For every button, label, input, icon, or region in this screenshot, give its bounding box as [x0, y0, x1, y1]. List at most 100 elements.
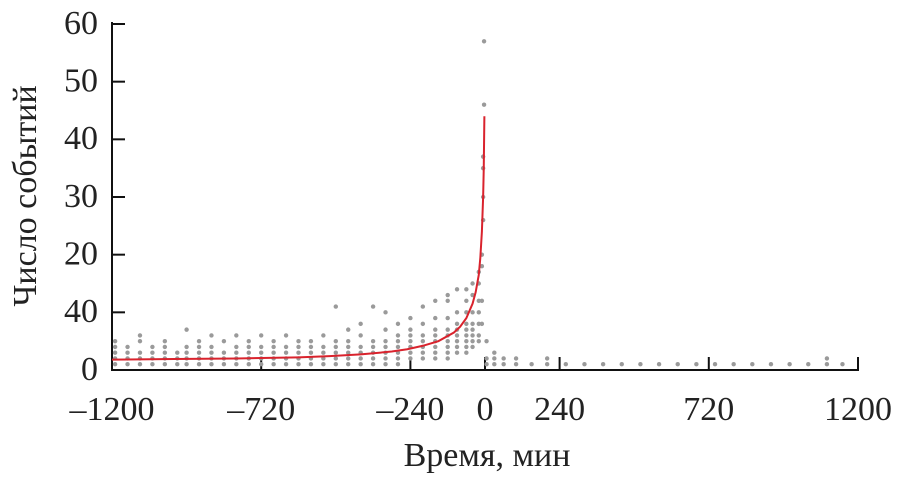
point [408, 327, 413, 332]
point [333, 350, 338, 355]
point [395, 344, 401, 350]
point [454, 321, 460, 327]
point [433, 350, 438, 355]
point [370, 356, 376, 361]
point [308, 344, 314, 350]
point [479, 264, 485, 269]
fit-line [111, 116, 486, 361]
point [259, 362, 264, 367]
point [476, 298, 481, 303]
point [445, 315, 450, 321]
point [408, 350, 413, 355]
point [150, 350, 155, 355]
point [221, 338, 227, 344]
point [420, 304, 426, 309]
point [137, 362, 143, 367]
point [246, 362, 251, 367]
point [492, 350, 497, 355]
point [358, 333, 363, 338]
point [383, 344, 388, 350]
point [544, 362, 550, 367]
point [383, 356, 388, 361]
point [408, 338, 413, 344]
point [383, 362, 388, 367]
point [420, 321, 426, 327]
point [445, 350, 450, 355]
point [196, 338, 202, 344]
point [383, 338, 388, 344]
point [675, 362, 680, 367]
point [296, 350, 301, 355]
point [481, 102, 487, 107]
point [476, 321, 481, 327]
point [271, 338, 276, 344]
point [137, 333, 143, 338]
point [383, 310, 388, 315]
point [333, 356, 338, 361]
point [600, 362, 606, 367]
point [333, 362, 338, 367]
point [464, 321, 469, 327]
point [234, 344, 239, 350]
point [346, 350, 351, 355]
point [470, 327, 475, 332]
point [513, 362, 519, 367]
point [445, 344, 450, 350]
point [484, 338, 489, 344]
point [484, 356, 489, 361]
point [454, 338, 460, 344]
point [470, 281, 475, 286]
point [125, 350, 130, 355]
point [481, 39, 487, 44]
point [321, 344, 326, 350]
point [162, 338, 168, 344]
point [492, 362, 497, 367]
point [731, 362, 736, 367]
point [501, 362, 506, 367]
point [656, 362, 662, 367]
point [445, 292, 450, 298]
point [234, 350, 239, 355]
point [150, 362, 155, 367]
point [470, 321, 475, 327]
point [125, 362, 130, 367]
point [333, 338, 338, 344]
point [544, 356, 550, 361]
point [112, 350, 118, 355]
point [271, 362, 276, 367]
point [476, 338, 481, 344]
point [433, 327, 438, 332]
point [420, 338, 426, 344]
point [184, 362, 189, 367]
point [333, 344, 338, 350]
point [234, 333, 239, 338]
point [395, 338, 401, 344]
point [454, 287, 460, 292]
point [246, 338, 251, 344]
point [420, 350, 426, 355]
x-tick-label: 0 [477, 391, 494, 428]
point [479, 321, 485, 327]
point [209, 333, 214, 338]
point [501, 356, 506, 361]
point [259, 333, 264, 338]
point [395, 362, 401, 367]
y-tick-label: 40 [64, 120, 98, 157]
point [395, 333, 401, 338]
point [358, 356, 363, 361]
point [321, 333, 326, 338]
point [408, 356, 413, 361]
y-tick-label: 60 [64, 5, 98, 42]
point [283, 344, 289, 350]
point [271, 350, 276, 355]
point [370, 362, 376, 367]
x-tick-label: 720 [683, 391, 734, 428]
point [464, 350, 469, 355]
point [196, 350, 202, 355]
point [464, 333, 469, 338]
point [445, 298, 450, 303]
point [162, 350, 168, 355]
point [321, 362, 326, 367]
y-tick-label: 40 [64, 293, 98, 330]
point [283, 350, 289, 355]
